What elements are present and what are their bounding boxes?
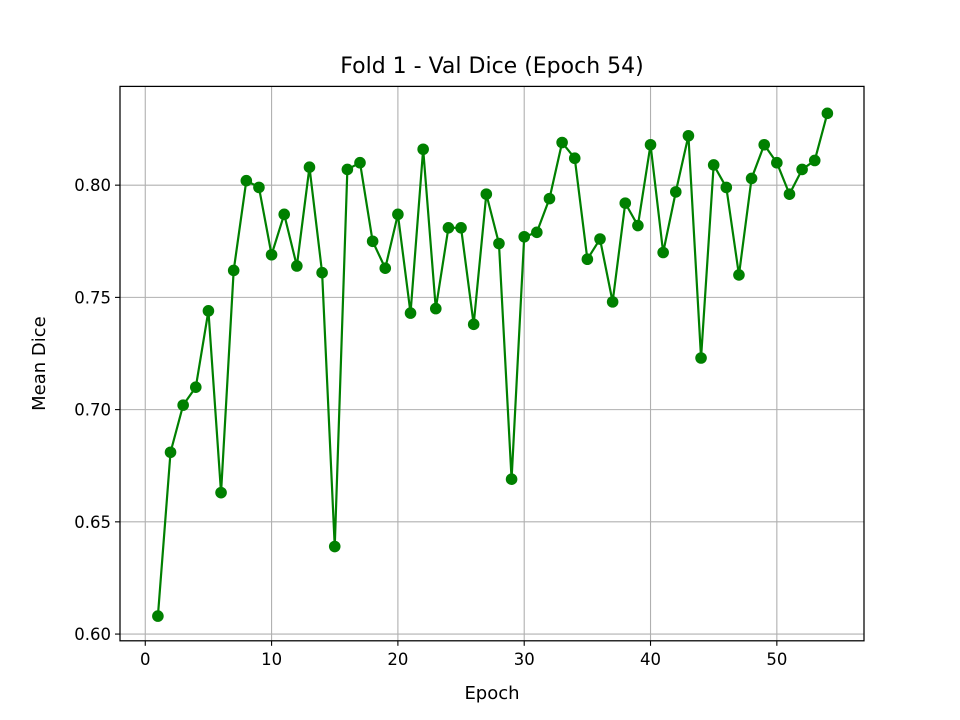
data-point	[366, 235, 379, 248]
x-tick-label: 50	[766, 650, 787, 669]
data-point	[189, 381, 202, 393]
data-point	[657, 246, 669, 259]
data-point	[733, 269, 745, 281]
data-point	[771, 156, 783, 169]
data-point	[429, 302, 442, 315]
data-point	[531, 226, 543, 239]
data-point	[455, 222, 467, 234]
x-tick-label: 10	[261, 650, 282, 669]
data-point	[379, 262, 392, 275]
data-point	[442, 222, 455, 234]
axis-ticks: 0 10 20 30 40 50 0.60 0.65 0.70 0.75 0.80	[74, 176, 787, 669]
data-point	[328, 540, 341, 553]
chart-title: Fold 1 - Val Dice (Epoch 54)	[340, 54, 643, 79]
y-tick-label: 0.60	[74, 625, 111, 644]
data-point	[543, 192, 556, 205]
data-point	[821, 107, 834, 120]
y-tick-label: 0.80	[74, 176, 111, 195]
x-tick-label: 30	[514, 650, 535, 669]
grid-lines	[120, 86, 864, 641]
data-point	[265, 248, 278, 261]
data-point	[177, 399, 189, 411]
data-point	[682, 129, 695, 142]
data-point	[556, 136, 568, 149]
x-axis-label: Epoch	[464, 683, 519, 704]
data-point	[480, 188, 493, 200]
data-point	[253, 181, 265, 194]
data-point	[404, 307, 417, 319]
data-point	[164, 446, 177, 459]
y-tick-label: 0.70	[74, 401, 111, 420]
data-point	[392, 208, 404, 221]
y-axis-label: Mean Dice	[29, 316, 50, 411]
data-point	[796, 163, 808, 176]
data-point	[518, 230, 531, 243]
data-point	[354, 156, 366, 169]
data-point	[758, 138, 771, 151]
data-point	[505, 473, 518, 485]
plot-area	[120, 86, 864, 641]
plot-frame	[119, 85, 865, 642]
x-tick-label: 0	[140, 650, 151, 669]
data-point	[417, 143, 429, 156]
y-tick-label: 0.75	[74, 288, 111, 307]
data-point	[303, 161, 316, 174]
data-point	[568, 152, 581, 165]
data-point	[745, 172, 758, 185]
x-tick-label: 20	[387, 650, 408, 669]
data-point	[594, 233, 606, 245]
y-tick-label: 0.65	[74, 513, 111, 532]
data-point	[316, 266, 328, 279]
data-point	[632, 219, 644, 232]
data-point	[581, 253, 594, 266]
data-point	[695, 352, 707, 364]
data-point	[493, 237, 505, 250]
data-point	[467, 318, 480, 331]
data-point	[227, 264, 240, 277]
data-point	[707, 159, 720, 171]
data-point	[202, 305, 215, 317]
data-point	[720, 181, 733, 194]
data-point	[783, 188, 796, 200]
data-point	[291, 260, 303, 272]
data-point	[808, 154, 821, 167]
data-point	[341, 163, 354, 176]
data-point	[619, 197, 632, 209]
data-point	[606, 296, 619, 308]
x-tick-label: 40	[640, 650, 661, 669]
data-series	[152, 107, 834, 622]
data-point	[240, 174, 253, 187]
data-point	[215, 486, 227, 499]
data-point	[152, 610, 164, 622]
data-point	[644, 138, 657, 151]
data-point	[669, 186, 682, 198]
data-point	[278, 208, 291, 221]
